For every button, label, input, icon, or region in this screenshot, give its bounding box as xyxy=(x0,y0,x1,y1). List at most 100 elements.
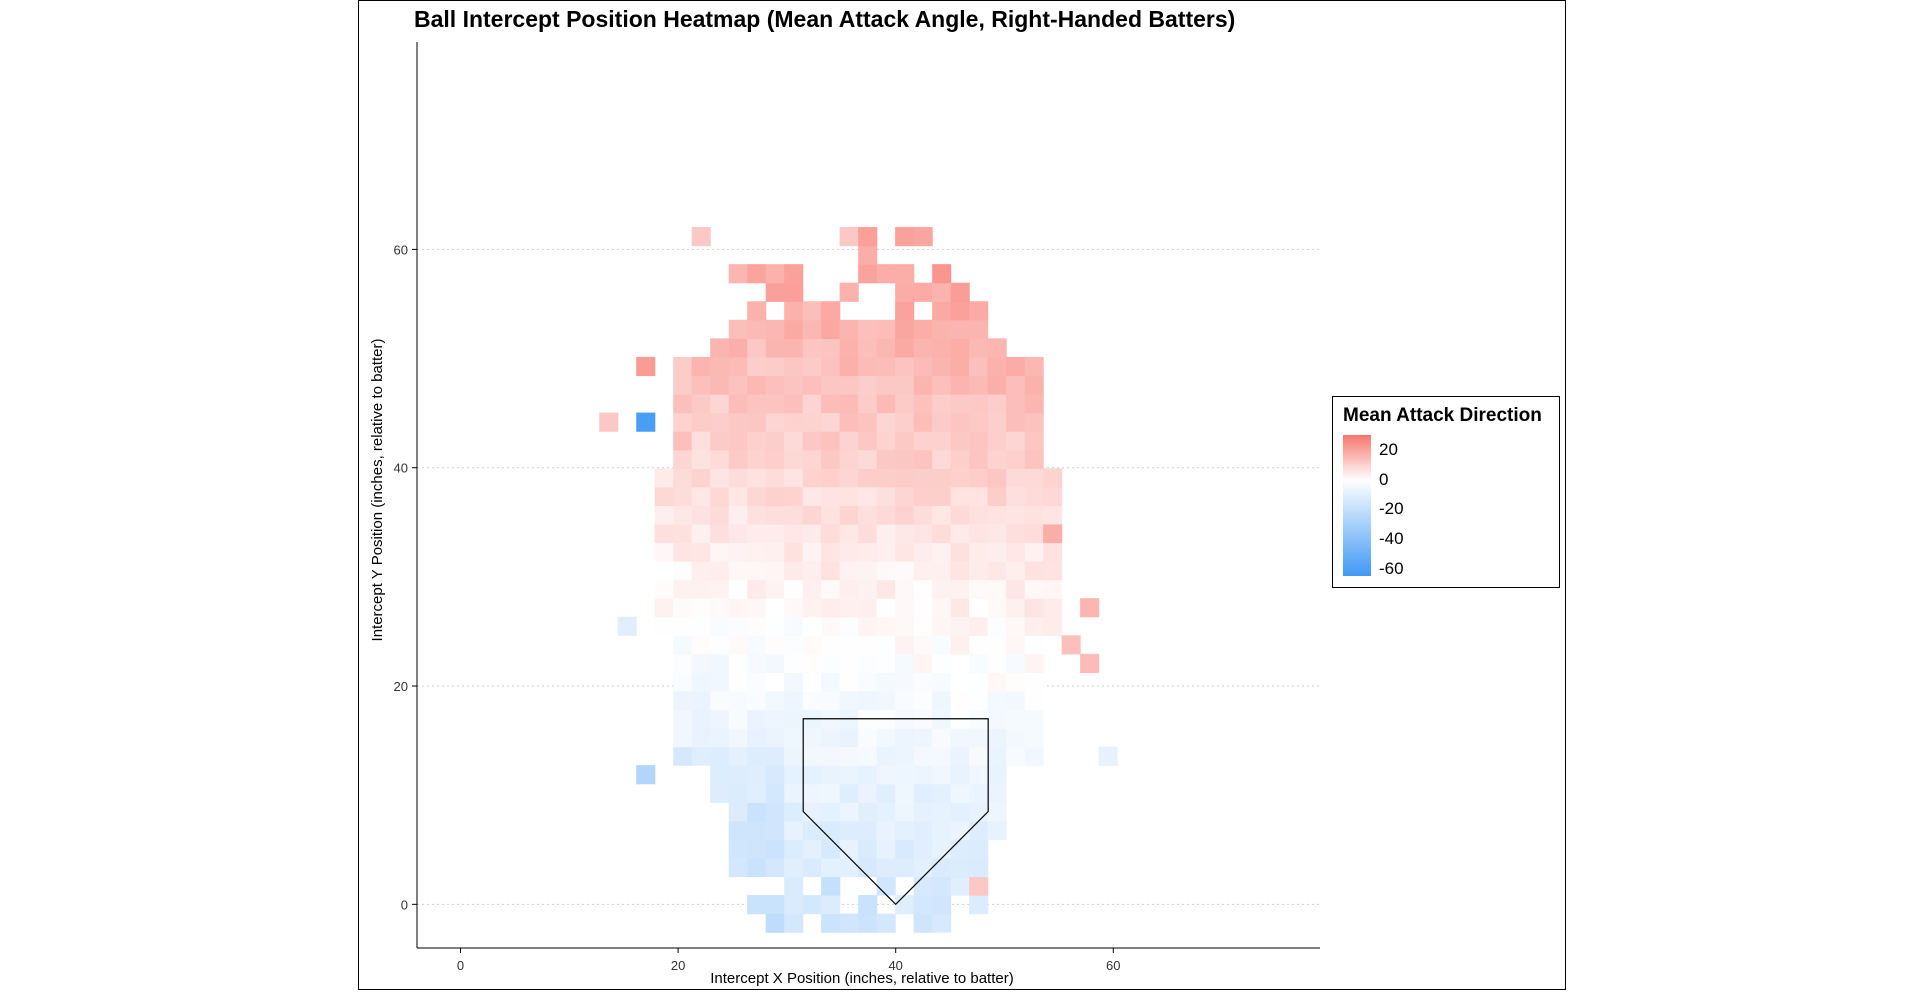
x-axis-label: Intercept X Position (inches, relative t… xyxy=(710,970,1013,987)
heatmap-cell xyxy=(1024,375,1044,395)
heatmap-cell xyxy=(1024,653,1044,673)
heatmap-cell xyxy=(691,672,711,692)
heatmap-cell xyxy=(1024,356,1044,377)
heatmap-cell xyxy=(765,653,785,673)
heatmap-cell xyxy=(765,709,785,729)
heatmap-cell xyxy=(765,913,785,933)
heatmap-cell xyxy=(987,468,1007,488)
heatmap-cell xyxy=(858,728,878,748)
heatmap-cell xyxy=(802,672,822,692)
heatmap-cell xyxy=(747,857,767,878)
heatmap-cell xyxy=(895,468,915,488)
heatmap-cell xyxy=(765,282,785,302)
heatmap-cell xyxy=(765,783,785,803)
heatmap-cell xyxy=(691,449,711,469)
heatmap-cell xyxy=(821,635,841,655)
heatmap-cell xyxy=(784,820,804,840)
heatmap-cell xyxy=(839,449,859,469)
heatmap-cell xyxy=(1024,449,1044,469)
heatmap-cell xyxy=(913,449,933,469)
heatmap-cell xyxy=(876,653,896,673)
heatmap-cell xyxy=(932,431,952,451)
heatmap-cell xyxy=(858,857,878,878)
heatmap-cell xyxy=(913,227,933,247)
heatmap-cell xyxy=(987,394,1007,414)
heatmap-cell xyxy=(747,653,767,673)
heatmap-cell xyxy=(728,728,748,748)
heatmap-cell xyxy=(895,820,915,840)
heatmap-cell xyxy=(765,895,785,915)
heatmap-cell xyxy=(802,356,822,377)
heatmap-cell xyxy=(969,523,989,544)
heatmap-cell xyxy=(932,672,952,692)
heatmap-cell xyxy=(1006,542,1026,562)
heatmap-cell xyxy=(913,523,933,544)
heatmap-cell xyxy=(839,913,859,933)
heatmap-cell xyxy=(987,412,1007,432)
heatmap-cell xyxy=(969,746,989,766)
heatmap-cell xyxy=(969,672,989,692)
heatmap-cell xyxy=(784,635,804,655)
heatmap-cell xyxy=(895,505,915,525)
heatmap-cell xyxy=(895,356,915,377)
heatmap-cell xyxy=(876,486,896,506)
heatmap-cell xyxy=(747,319,767,339)
heatmap-cell xyxy=(747,690,767,711)
heatmap-cell xyxy=(950,486,970,506)
heatmap-cell xyxy=(710,579,730,599)
heatmap-cell xyxy=(839,746,859,766)
heatmap-cell xyxy=(821,913,841,933)
heatmap-cell xyxy=(673,394,693,414)
heatmap-cell xyxy=(1006,375,1026,395)
heatmap-cell xyxy=(913,728,933,748)
heatmap-cell xyxy=(1006,579,1026,599)
heatmap-cell xyxy=(950,561,970,581)
heatmap-cell xyxy=(821,375,841,395)
heatmap-cell xyxy=(969,486,989,506)
heatmap-cell xyxy=(858,616,878,636)
heatmap-cell xyxy=(784,505,804,525)
heatmap-cell xyxy=(913,542,933,562)
heatmap-cell xyxy=(987,635,1007,655)
heatmap-cell xyxy=(784,746,804,766)
heatmap-cell xyxy=(950,616,970,636)
y-tick-label: 20 xyxy=(394,679,408,694)
heatmap-cell xyxy=(932,505,952,525)
heatmap-cell xyxy=(913,839,933,859)
heatmap-cell xyxy=(969,356,989,377)
heatmap-cell xyxy=(1006,356,1026,377)
heatmap-cell xyxy=(839,468,859,488)
heatmap-cell xyxy=(747,783,767,803)
heatmap-cell xyxy=(1043,486,1063,506)
heatmap-cell xyxy=(969,820,989,840)
heatmap-cell xyxy=(673,356,693,377)
heatmap-cell xyxy=(987,523,1007,544)
heatmap-cell xyxy=(969,394,989,414)
heatmap-cell xyxy=(784,561,804,581)
heatmap-cell xyxy=(765,616,785,636)
heatmap-cell xyxy=(858,542,878,562)
heatmap-cell xyxy=(765,672,785,692)
heatmap-cell xyxy=(987,672,1007,692)
heatmap-cell xyxy=(895,598,915,618)
heatmap-cell xyxy=(784,616,804,636)
heatmap-cell xyxy=(969,375,989,395)
heatmap-cell xyxy=(858,449,878,469)
chart-frame xyxy=(358,0,1566,990)
heatmap-cell xyxy=(932,468,952,488)
heatmap-cell xyxy=(1024,412,1044,432)
heatmap-cell xyxy=(802,375,822,395)
heatmap-cell xyxy=(728,616,748,636)
heatmap-cell xyxy=(858,431,878,451)
heatmap-cell xyxy=(765,468,785,488)
heatmap-cell xyxy=(636,412,656,432)
heatmap-cell xyxy=(876,523,896,544)
heatmap-cell xyxy=(821,523,841,544)
heatmap-cell xyxy=(673,431,693,451)
heatmap-cell xyxy=(913,505,933,525)
heatmap-cell xyxy=(747,505,767,525)
heatmap-cell xyxy=(710,672,730,692)
heatmap-cell xyxy=(765,542,785,562)
heatmap-cell xyxy=(821,468,841,488)
heatmap-cell xyxy=(821,765,841,785)
